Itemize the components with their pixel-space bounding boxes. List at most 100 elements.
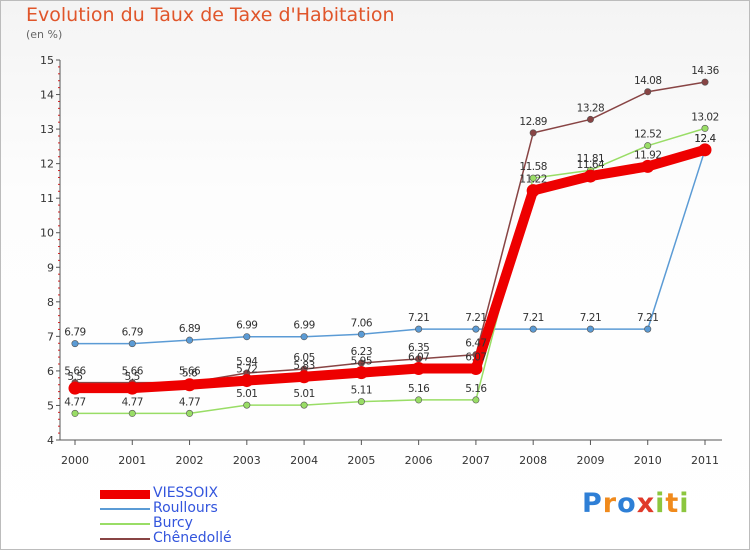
series-line-1 bbox=[75, 149, 706, 345]
data-point bbox=[412, 361, 426, 375]
data-point bbox=[529, 325, 537, 333]
data-label: 5.01 bbox=[293, 388, 314, 400]
proxiti-logo: Proxiti bbox=[582, 488, 690, 519]
data-label: 4.77 bbox=[122, 396, 143, 408]
y-tick-label: 10 bbox=[40, 227, 54, 240]
data-label: 7.21 bbox=[408, 312, 429, 324]
legend-item: Roullours bbox=[100, 501, 320, 516]
data-label: 11.81 bbox=[577, 153, 605, 165]
data-label: 5.95 bbox=[351, 356, 372, 368]
logo-letter: r bbox=[602, 488, 618, 519]
data-point bbox=[415, 325, 423, 333]
data-label: 12.52 bbox=[634, 129, 662, 141]
data-point bbox=[586, 325, 594, 333]
data-label: 6.05 bbox=[293, 352, 314, 364]
x-tick-label: 2011 bbox=[691, 454, 719, 467]
y-tick-label: 6 bbox=[47, 365, 54, 378]
data-label: 6.99 bbox=[293, 320, 314, 332]
data-label: 6.79 bbox=[122, 327, 143, 339]
data-point bbox=[240, 374, 254, 388]
data-label: 5.66 bbox=[179, 366, 201, 378]
data-label: 12.89 bbox=[519, 116, 547, 128]
data-point bbox=[300, 333, 308, 341]
data-label: 7.21 bbox=[580, 312, 601, 324]
data-point bbox=[529, 174, 537, 182]
data-label: 5.11 bbox=[351, 385, 372, 397]
data-label: 5.16 bbox=[465, 383, 487, 395]
data-point bbox=[698, 143, 712, 157]
legend-swatch bbox=[100, 489, 150, 499]
data-point bbox=[644, 325, 652, 333]
data-label: 5.66 bbox=[122, 366, 144, 378]
data-label: 6.07 bbox=[465, 351, 486, 363]
x-tick-label: 2002 bbox=[176, 454, 204, 467]
data-point bbox=[583, 169, 597, 183]
data-label: 5.5 bbox=[125, 371, 140, 383]
x-tick-label: 2007 bbox=[462, 454, 490, 467]
data-label: 11.64 bbox=[577, 159, 605, 171]
legend-label: Chênedollé bbox=[153, 530, 232, 546]
series-line-2 bbox=[75, 127, 706, 415]
chart-title: Evolution du Taux de Taxe d'Habitation bbox=[26, 4, 395, 26]
data-point bbox=[472, 396, 480, 404]
x-tick-label: 2004 bbox=[290, 454, 318, 467]
data-label: 11.92 bbox=[634, 149, 662, 161]
data-label: 12.4 bbox=[694, 133, 716, 145]
legend-swatch bbox=[100, 538, 150, 540]
data-point bbox=[472, 325, 480, 333]
y-tick-label: 11 bbox=[40, 192, 54, 205]
x-tick-label: 2008 bbox=[519, 454, 547, 467]
data-label: 7.06 bbox=[351, 317, 373, 329]
data-label: 5.83 bbox=[293, 360, 314, 372]
data-label: 5.94 bbox=[236, 356, 258, 368]
legend-label: Roullours bbox=[153, 500, 218, 516]
data-point bbox=[186, 409, 194, 417]
data-point bbox=[644, 142, 652, 150]
y-tick-label: 8 bbox=[47, 296, 54, 309]
logo-letter: i bbox=[655, 488, 666, 519]
data-point bbox=[71, 340, 79, 348]
data-label: 5.01 bbox=[236, 388, 257, 400]
data-label: 6.07 bbox=[408, 351, 429, 363]
y-tick-label: 5 bbox=[47, 399, 54, 412]
y-tick-label: 12 bbox=[40, 158, 54, 171]
data-point bbox=[701, 78, 709, 86]
data-point bbox=[297, 370, 311, 384]
data-point bbox=[243, 333, 251, 341]
y-tick-label: 15 bbox=[40, 54, 54, 67]
series-line-3 bbox=[75, 81, 706, 384]
data-label: 11.22 bbox=[519, 174, 547, 186]
series-line-0 bbox=[75, 145, 707, 394]
data-point bbox=[526, 184, 540, 198]
x-tick-label: 2009 bbox=[576, 454, 604, 467]
data-label: 6.89 bbox=[179, 323, 200, 335]
y-tick-label: 4 bbox=[47, 434, 54, 447]
data-label: 4.77 bbox=[64, 396, 85, 408]
data-label: 13.28 bbox=[577, 102, 605, 114]
x-tick-label: 2010 bbox=[634, 454, 662, 467]
legend-item: VIESSOIX bbox=[100, 486, 320, 501]
data-label: 5.16 bbox=[408, 383, 430, 395]
legend-swatch bbox=[100, 508, 150, 510]
x-tick-label: 2005 bbox=[347, 454, 375, 467]
data-point bbox=[415, 396, 423, 404]
legend-item: Chênedollé bbox=[100, 531, 320, 546]
data-point bbox=[128, 340, 136, 348]
legend-item: Burcy bbox=[100, 516, 320, 531]
data-point bbox=[71, 409, 79, 417]
logo-letter: o bbox=[617, 488, 637, 519]
data-point bbox=[183, 378, 197, 392]
data-label: 12.4 bbox=[694, 133, 716, 145]
data-label: 7.21 bbox=[522, 312, 543, 324]
y-tick-label: 13 bbox=[40, 123, 54, 136]
data-point bbox=[701, 124, 709, 132]
data-label: 7.21 bbox=[637, 312, 658, 324]
x-tick-label: 2001 bbox=[118, 454, 146, 467]
data-point bbox=[125, 381, 139, 395]
data-point bbox=[357, 398, 365, 406]
data-label: 6.23 bbox=[351, 346, 372, 358]
logo-letter: i bbox=[679, 488, 690, 519]
data-point bbox=[586, 115, 594, 123]
logo-letter: x bbox=[636, 488, 656, 519]
